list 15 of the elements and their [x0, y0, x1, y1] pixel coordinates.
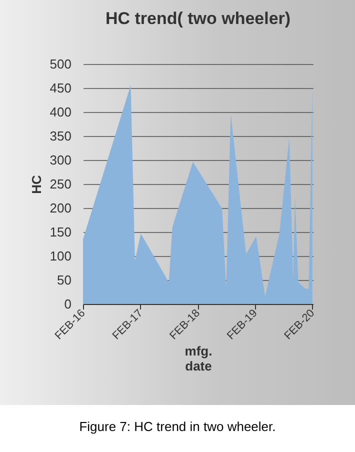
- y-tick-label: 200: [50, 200, 72, 216]
- x-axis-title: mfg. date: [184, 343, 212, 374]
- caption: Figure 7: HC trend in two wheeler.: [78, 419, 277, 434]
- y-tick-label: 0: [64, 296, 72, 312]
- y-tick-label: 100: [50, 248, 72, 264]
- y-tick-label: 350: [50, 128, 72, 144]
- y-tick-label: 250: [50, 176, 72, 192]
- y-tick-label: 50: [57, 272, 72, 288]
- y-tick-label: 500: [50, 56, 72, 72]
- y-tick-label: 400: [50, 104, 72, 120]
- chart-title: HC trend( two wheeler): [105, 9, 291, 28]
- y-axis-title: HC: [28, 174, 44, 194]
- y-tick-label: 300: [50, 152, 72, 168]
- y-tick-label: 150: [50, 224, 72, 240]
- y-tick-label: 450: [50, 80, 72, 96]
